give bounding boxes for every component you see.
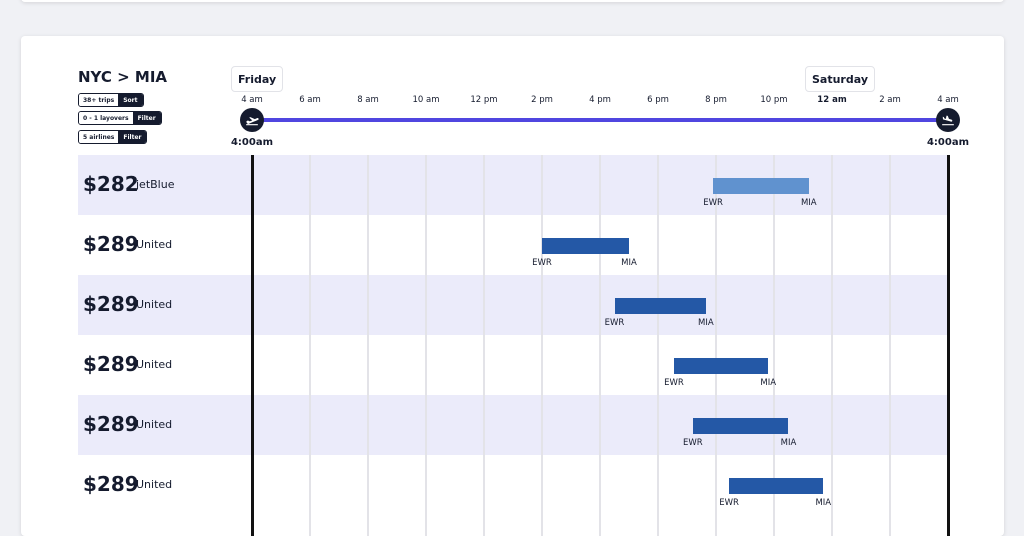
flight-row[interactable]: $289 United bbox=[78, 215, 948, 275]
takeoff-icon[interactable] bbox=[240, 108, 264, 132]
trips-count-label: 38+ trips bbox=[79, 94, 119, 106]
flight-price: $289 bbox=[83, 412, 139, 436]
trips-sort-control: 38+ trips Sort bbox=[78, 93, 144, 107]
layovers-filter-control: 0 - 1 layovers Filter bbox=[78, 111, 162, 125]
arrival-airport: MIA bbox=[780, 438, 797, 448]
tick-label: 6 am bbox=[299, 95, 321, 105]
airline-name: United bbox=[136, 298, 173, 311]
flight-row[interactable]: $282 jetBlue bbox=[78, 155, 948, 215]
tick-label: 10 am bbox=[412, 95, 440, 105]
flight-bar[interactable] bbox=[673, 358, 769, 374]
sort-button[interactable]: Sort bbox=[118, 94, 143, 106]
flight-timeline-grid: $282 jetBlue $289 United $289 United $289 Unite… bbox=[78, 155, 950, 536]
start-boundary-line bbox=[250, 155, 254, 536]
hour-gridline bbox=[483, 155, 485, 536]
start-time-label: 4:00am bbox=[230, 137, 274, 148]
arrival-airport: MIA bbox=[800, 198, 817, 208]
hour-gridline bbox=[657, 155, 659, 536]
hour-gridline bbox=[425, 155, 427, 536]
tick-label: 8 am bbox=[357, 95, 379, 105]
tick-label: 4 am bbox=[241, 95, 263, 105]
airline-name: United bbox=[136, 478, 173, 491]
flight-bar[interactable] bbox=[542, 238, 629, 254]
arrival-airport: MIA bbox=[698, 318, 714, 328]
departure-airport: EWR bbox=[719, 498, 739, 508]
departure-airport: EWR bbox=[682, 438, 703, 448]
airlines-filter-button[interactable]: Filter bbox=[118, 131, 147, 143]
airline-name: jetBlue bbox=[136, 178, 175, 191]
flight-price: $289 bbox=[83, 352, 139, 376]
airline-name: United bbox=[136, 358, 173, 371]
departure-airport: EWR bbox=[532, 258, 552, 268]
tick-label: 6 pm bbox=[647, 95, 669, 105]
flight-bar[interactable] bbox=[713, 178, 809, 194]
airlines-filter-control: 5 airlines Filter bbox=[78, 130, 148, 144]
hour-gridline bbox=[773, 155, 775, 536]
flight-price: $289 bbox=[83, 292, 139, 316]
tick-label: 12 pm bbox=[470, 95, 498, 105]
hour-gridline bbox=[367, 155, 369, 536]
hour-gridline bbox=[831, 155, 833, 536]
flight-price: $289 bbox=[83, 472, 139, 496]
flight-results-card: NYC > MIA 38+ trips Sort 0 - 1 layovers … bbox=[21, 36, 1004, 536]
arrival-airport: MIA bbox=[621, 258, 637, 268]
flight-row[interactable]: $289 United bbox=[78, 275, 948, 335]
route-title: NYC > MIA bbox=[78, 68, 168, 86]
hour-gridline bbox=[309, 155, 311, 536]
departure-airport: EWR bbox=[604, 318, 625, 328]
airlines-label: 5 airlines bbox=[79, 131, 119, 143]
tick-label: 4 pm bbox=[589, 95, 611, 105]
departure-airport: EWR bbox=[664, 378, 684, 388]
flight-row[interactable]: $289 United bbox=[78, 335, 948, 395]
airline-name: United bbox=[136, 418, 173, 431]
day-label-end: Saturday bbox=[805, 66, 875, 92]
tick-label: 2 am bbox=[879, 95, 901, 105]
day-label-start: Friday bbox=[231, 66, 284, 92]
flight-price: $282 bbox=[83, 172, 139, 196]
arrival-airport: MIA bbox=[815, 498, 832, 508]
flight-row[interactable]: $289 United bbox=[78, 395, 948, 455]
landing-icon[interactable] bbox=[936, 108, 960, 132]
tick-label: 2 pm bbox=[531, 95, 553, 105]
hour-gridline bbox=[889, 155, 891, 536]
flight-bar[interactable] bbox=[729, 478, 824, 494]
hour-gridline bbox=[541, 155, 543, 536]
hour-gridline bbox=[715, 155, 717, 536]
flight-bar[interactable] bbox=[614, 298, 706, 314]
tick-label: 8 pm bbox=[705, 95, 727, 105]
timeline-range-bar[interactable] bbox=[252, 118, 948, 122]
layovers-filter-button[interactable]: Filter bbox=[132, 112, 161, 124]
arrival-airport: MIA bbox=[760, 378, 777, 388]
end-time-label: 4:00am bbox=[926, 137, 970, 148]
tick-label: 12 am bbox=[817, 95, 847, 105]
layovers-label: 0 - 1 layovers bbox=[79, 112, 133, 124]
previous-result-card bbox=[21, 0, 1004, 2]
tick-label: 10 pm bbox=[760, 95, 788, 105]
flight-bar[interactable] bbox=[692, 418, 789, 434]
departure-airport: EWR bbox=[703, 198, 723, 208]
end-boundary-line bbox=[946, 155, 950, 536]
flight-price: $289 bbox=[83, 232, 139, 256]
airline-name: United bbox=[136, 238, 173, 251]
tick-label: 4 am bbox=[937, 95, 959, 105]
hour-gridline bbox=[599, 155, 601, 536]
flight-row[interactable]: $289 United bbox=[78, 455, 948, 515]
